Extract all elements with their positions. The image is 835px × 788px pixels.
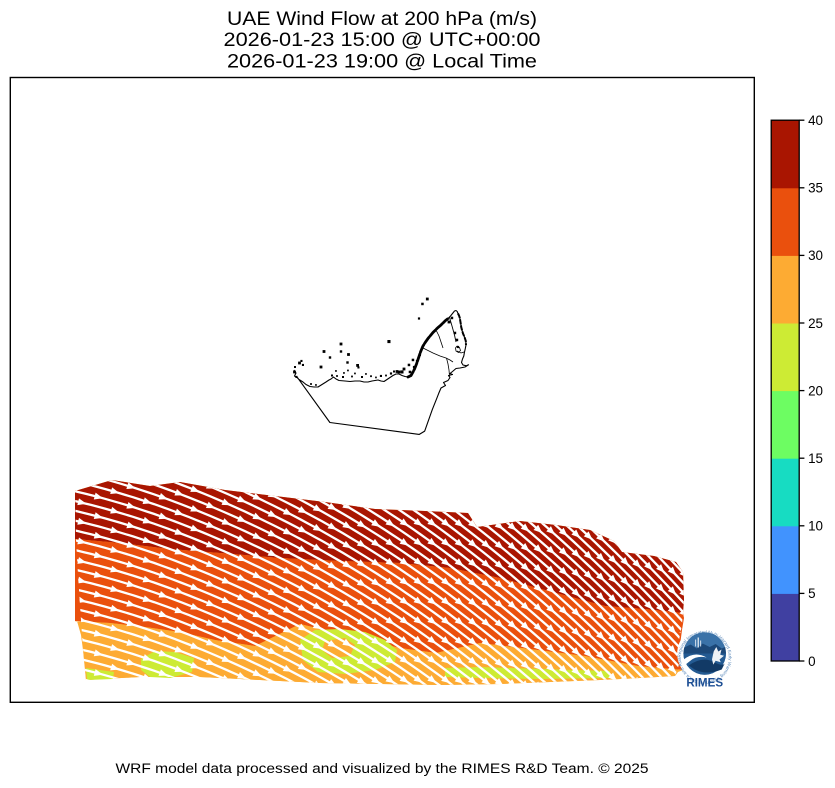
svg-text:5: 5	[808, 586, 815, 601]
svg-text:40: 40	[808, 113, 823, 128]
svg-text:10: 10	[808, 519, 823, 534]
svg-text:35: 35	[808, 181, 823, 196]
svg-text:30: 30	[808, 248, 823, 263]
svg-text:RIMES: RIMES	[686, 677, 723, 690]
svg-text:20: 20	[808, 383, 823, 398]
svg-text:2026-01-23 15:00 @ UTC+00:00: 2026-01-23 15:00 @ UTC+00:00	[224, 30, 541, 51]
svg-text:15: 15	[808, 451, 823, 466]
svg-text:2026-01-23 19:00 @ Local Time: 2026-01-23 19:00 @ Local Time	[227, 51, 537, 72]
svg-text:25: 25	[808, 316, 823, 331]
svg-text:UAE Wind Flow at 200 hPa (m/s): UAE Wind Flow at 200 hPa (m/s)	[227, 9, 537, 30]
svg-text:0: 0	[808, 654, 815, 669]
svg-text:WRF model data processed and v: WRF model data processed and visualized …	[116, 761, 649, 776]
